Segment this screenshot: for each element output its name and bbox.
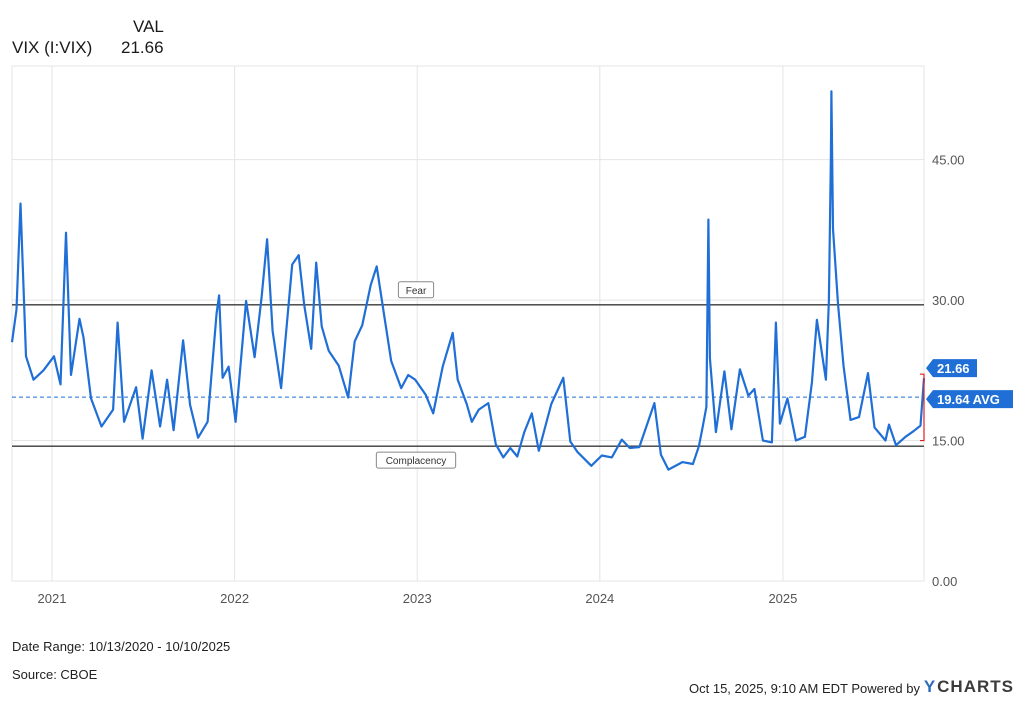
y-tick-label: 0.00 xyxy=(932,574,957,589)
ycharts-brand-text: CHARTS xyxy=(937,677,1014,696)
timestamp-label: Oct 15, 2025, 9:10 AM EDT Powered by xyxy=(689,681,920,696)
date-range-label: Date Range: 10/13/2020 - 10/10/2025 xyxy=(12,639,231,654)
y-tick-label: 30.00 xyxy=(932,293,965,308)
x-tick-label: 2025 xyxy=(768,591,797,606)
ycharts-y-icon: Y xyxy=(923,677,937,696)
x-tick-label: 2021 xyxy=(38,591,67,606)
average-flag-box xyxy=(926,390,1013,409)
legend-series-value: 21.66 xyxy=(121,38,164,57)
ycharts-logo[interactable]: Y CHARTS xyxy=(924,677,1014,697)
reference-label-box xyxy=(397,281,435,299)
vix-series-line xyxy=(10,90,926,471)
reference-label: Complacency xyxy=(386,456,447,467)
change-bracket xyxy=(920,373,925,442)
legend-series-name[interactable]: VIX (I:VIX) xyxy=(12,38,93,57)
legend-header: VAL xyxy=(133,17,164,36)
x-tick-label: 2022 xyxy=(220,591,249,606)
plot-frame xyxy=(11,65,925,582)
y-tick-label: 45.00 xyxy=(932,153,965,168)
x-tick-label: 2024 xyxy=(585,591,614,606)
vix-line-chart[interactable]: 0.00 15.00 30.00 45.00 2021 2022 2023 2024 2025 F… xyxy=(0,0,1024,640)
source-label: Source: CBOE xyxy=(12,667,98,682)
last-value-flag: 21.66 xyxy=(937,361,970,376)
reference-label-box xyxy=(375,451,457,469)
average-flag: 19.64 AVG xyxy=(937,392,1000,407)
reference-label: Fear xyxy=(406,286,427,297)
y-tick-label: 15.00 xyxy=(932,434,965,449)
x-tick-label: 2023 xyxy=(403,591,432,606)
last-value-flag-box xyxy=(926,359,977,378)
